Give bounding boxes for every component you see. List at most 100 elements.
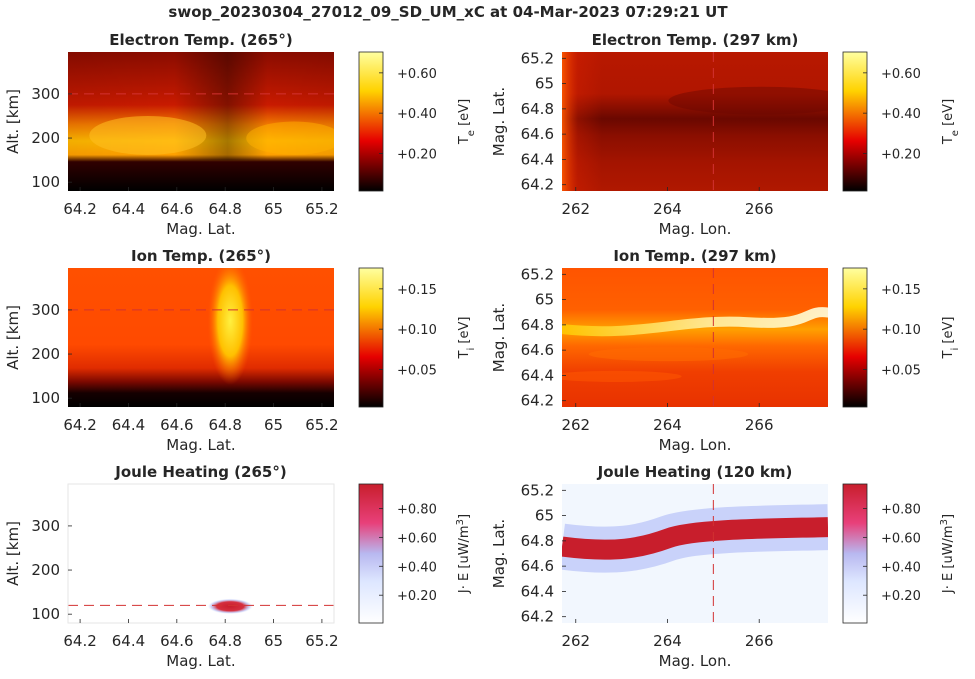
heatmap-field xyxy=(562,268,828,407)
y-tick-label: 64.8 xyxy=(521,532,554,550)
x-axis-label: Mag. Lat. xyxy=(166,220,235,238)
x-tick-label: 264 xyxy=(653,200,682,218)
y-tick-label: 65.2 xyxy=(521,265,554,283)
y-tick-label: 65.2 xyxy=(521,481,554,499)
x-tick-label: 65 xyxy=(264,632,283,650)
panel-1: Electron Temp. (265°) 64.2 64.4 64.6 64.8 65 6… xyxy=(4,31,477,238)
y-axis-label: Mag. Lat. xyxy=(490,303,508,372)
y-tick-label: 100 xyxy=(31,389,60,407)
colorbar xyxy=(842,267,868,408)
colorbar-label: Ti [eV] xyxy=(941,317,961,360)
x-tick-label: 64.8 xyxy=(208,200,241,218)
x-tick-label: 64.4 xyxy=(112,416,145,434)
panel-title: Ion Temp. (265°) xyxy=(131,247,271,265)
y-tick-label: 64.4 xyxy=(521,582,554,600)
x-tick-label: 64.2 xyxy=(63,200,96,218)
y-tick-label: 65 xyxy=(535,75,554,93)
plot-area xyxy=(67,483,335,624)
x-tick-label: 65 xyxy=(264,200,283,218)
y-tick-label: 200 xyxy=(31,561,60,579)
x-tick-label: 262 xyxy=(561,416,590,434)
y-tick-label: 64.2 xyxy=(521,392,554,410)
colorbar-label: J· E [uW/m3] xyxy=(455,514,473,594)
colorbar xyxy=(358,483,384,624)
colorbar xyxy=(842,483,868,624)
y-tick-label: 64.8 xyxy=(521,100,554,118)
colorbar-tick-label: +0.15 xyxy=(881,283,921,298)
x-tick-label: 266 xyxy=(745,416,774,434)
panel-title: Electron Temp. (297 km) xyxy=(592,31,799,49)
colorbar-tick-label: +0.40 xyxy=(881,107,921,122)
colorbar-tick-label: +0.80 xyxy=(397,502,437,517)
x-tick-label: 264 xyxy=(653,416,682,434)
colorbar-tick-label: +0.60 xyxy=(397,67,437,82)
colorbar xyxy=(358,267,384,408)
heatmap-field xyxy=(68,268,334,407)
heatmap-field xyxy=(68,52,334,191)
y-tick-label: 200 xyxy=(31,345,60,363)
colorbar-tick-label: +0.80 xyxy=(881,502,921,517)
y-tick-label: 64.6 xyxy=(521,557,554,575)
colorbar-tick-label: +0.10 xyxy=(881,323,921,338)
colorbar xyxy=(358,51,384,192)
x-tick-label: 266 xyxy=(745,200,774,218)
x-tick-label: 65.2 xyxy=(305,416,338,434)
y-tick-label: 64.2 xyxy=(521,176,554,194)
y-tick-label: 64.8 xyxy=(521,316,554,334)
colorbar-tick-label: +0.15 xyxy=(397,283,437,298)
y-tick-label: 64.4 xyxy=(521,150,554,168)
panel-title: Joule Heating (265°) xyxy=(114,463,286,481)
y-tick-label: 100 xyxy=(31,173,60,191)
x-tick-label: 64.8 xyxy=(208,632,241,650)
panel-title: Joule Heating (120 km) xyxy=(597,463,793,481)
y-axis-label: Alt. [km] xyxy=(4,521,22,586)
y-tick-label: 100 xyxy=(31,605,60,623)
y-tick-label: 64.2 xyxy=(521,608,554,626)
x-tick-label: 65.2 xyxy=(305,200,338,218)
x-tick-label: 65 xyxy=(264,416,283,434)
x-tick-label: 64.6 xyxy=(160,632,193,650)
x-tick-label: 262 xyxy=(561,200,590,218)
colorbar-tick-label: +0.20 xyxy=(881,147,921,162)
colorbar-tick-label: +0.20 xyxy=(397,589,437,604)
panel-title: Electron Temp. (265°) xyxy=(109,31,292,49)
heatmap-field xyxy=(68,484,334,623)
x-tick-label: 264 xyxy=(653,632,682,650)
x-axis-label: Mag. Lon. xyxy=(659,436,732,454)
colorbar-tick-label: +0.10 xyxy=(397,323,437,338)
panel-2: Electron Temp. (297 km) 262 264 266 64.2 64.4… xyxy=(490,31,961,238)
colorbar-tick-label: +0.60 xyxy=(881,67,921,82)
panel-title: Ion Temp. (297 km) xyxy=(613,247,776,265)
y-tick-label: 300 xyxy=(31,301,60,319)
x-tick-label: 64.4 xyxy=(112,632,145,650)
x-tick-label: 64.4 xyxy=(112,200,145,218)
y-tick-label: 65 xyxy=(535,291,554,309)
colorbar xyxy=(842,51,868,192)
y-tick-label: 64.4 xyxy=(521,366,554,384)
x-tick-label: 64.6 xyxy=(160,416,193,434)
colorbar-label: J· E [uW/m3] xyxy=(939,514,957,594)
x-axis-label: Mag. Lat. xyxy=(166,436,235,454)
x-axis-label: Mag. Lon. xyxy=(659,652,732,670)
panel-5: Joule Heating (265°) 64.2 64.4 64.6 64.8 65 65… xyxy=(4,463,472,670)
y-tick-label: 200 xyxy=(31,129,60,147)
colorbar-label: Ti [eV] xyxy=(457,317,477,360)
x-tick-label: 266 xyxy=(745,632,774,650)
x-tick-label: 64.8 xyxy=(208,416,241,434)
x-tick-label: 262 xyxy=(561,632,590,650)
x-tick-label: 64.2 xyxy=(63,416,96,434)
colorbar-tick-label: +0.05 xyxy=(397,363,437,378)
colorbar-tick-label: +0.20 xyxy=(397,147,437,162)
colorbar-tick-label: +0.40 xyxy=(397,107,437,122)
x-tick-label: 64.2 xyxy=(63,632,96,650)
panel-6: Joule Heating (120 km) 262 264 266 64.2 64.4 6… xyxy=(490,463,956,670)
panel-4: Ion Temp. (297 km) 262 264 266 64.2 64.4 64.6 6… xyxy=(490,247,961,454)
x-axis-label: Mag. Lat. xyxy=(166,652,235,670)
x-tick-label: 65.2 xyxy=(305,632,338,650)
colorbar-label: Te [eV] xyxy=(941,99,961,145)
x-tick-label: 64.6 xyxy=(160,200,193,218)
y-axis-label: Alt. [km] xyxy=(4,89,22,154)
y-axis-label: Mag. Lat. xyxy=(490,519,508,588)
colorbar-tick-label: +0.40 xyxy=(881,560,921,575)
